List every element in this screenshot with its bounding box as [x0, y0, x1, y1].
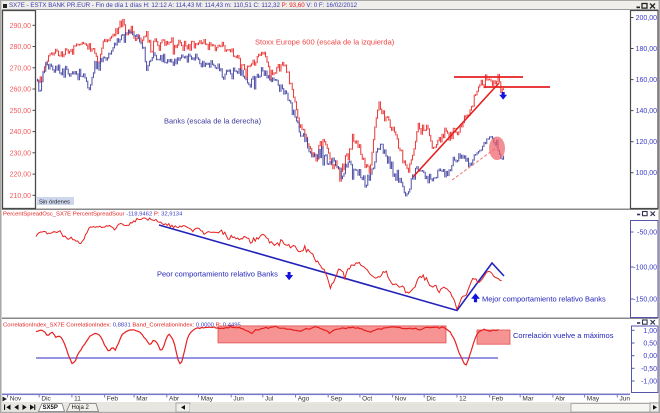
svg-text:Stoxx Europe 600 (escala de la: Stoxx Europe 600 (escala de la izquierda… — [255, 38, 395, 47]
svg-text:Mejor comportamiento relativo: Mejor comportamiento relativo Banks — [482, 295, 606, 304]
svg-text:Jun: Jun — [233, 396, 244, 403]
svg-text:240,00: 240,00 — [10, 129, 32, 136]
svg-text:-1,00: -1,00 — [641, 379, 657, 386]
svg-text:Ago: Ago — [298, 396, 310, 403]
svg-text:Oct: Oct — [362, 396, 372, 403]
svg-text:1,00: 1,00 — [643, 328, 657, 335]
svg-text:160,00: 160,00 — [636, 77, 658, 84]
svg-text:280,00: 280,00 — [10, 44, 32, 51]
svg-text:Abr: Abr — [169, 396, 180, 403]
svg-text:290,00: 290,00 — [10, 23, 32, 30]
svg-text:May: May — [201, 396, 214, 403]
svg-text:12: 12 — [459, 396, 467, 403]
svg-text:260,00: 260,00 — [10, 87, 32, 94]
svg-text:Nov: Nov — [395, 396, 407, 403]
svg-text:Banks (escala de la derecha): Banks (escala de la derecha) — [164, 117, 262, 126]
svg-text:Sin órdenes: Sin órdenes — [39, 199, 70, 205]
svg-text:Abr: Abr — [555, 396, 566, 403]
svg-text:220,00: 220,00 — [10, 172, 32, 179]
svg-text:0,50: 0,50 — [643, 341, 657, 348]
svg-text:0,00: 0,00 — [643, 353, 657, 360]
svg-text:Jul: Jul — [265, 396, 274, 403]
svg-text:140,00: 140,00 — [636, 108, 658, 115]
svg-text:11: 11 — [74, 396, 81, 403]
svg-text:Feb: Feb — [492, 396, 504, 403]
svg-text:Dic: Dic — [426, 396, 436, 403]
svg-text:Sep: Sep — [330, 396, 342, 403]
svg-text:250,00: 250,00 — [10, 108, 32, 115]
svg-text:210,00: 210,00 — [10, 193, 32, 200]
svg-text:Nov: Nov — [10, 396, 22, 403]
svg-text:100,00: 100,00 — [636, 170, 658, 177]
svg-text:270,00: 270,00 — [10, 65, 32, 72]
svg-text:PercentSpreadOsc_SX7E Percent: PercentSpreadOsc_SX7E PercentSpreadSour … — [3, 212, 183, 218]
svg-text:Correlación vuelve a máximos: Correlación vuelve a máximos — [513, 331, 614, 340]
svg-text:-50,00: -50,00 — [637, 230, 657, 237]
svg-text:Mar: Mar — [522, 396, 534, 403]
svg-text:Dic: Dic — [41, 396, 51, 403]
svg-text:Feb: Feb — [107, 396, 119, 403]
svg-text:230,00: 230,00 — [10, 150, 32, 157]
svg-text:Peor comportamiento relativo B: Peor comportamiento relativo Banks — [157, 270, 278, 279]
svg-text:-100,00: -100,00 — [633, 265, 657, 272]
svg-text:-150,00: -150,00 — [633, 297, 657, 304]
svg-text:200,00: 200,00 — [636, 15, 658, 22]
svg-text:180,00: 180,00 — [636, 46, 658, 53]
svg-text:-0,50: -0,50 — [641, 366, 657, 373]
svg-text:120,00: 120,00 — [636, 139, 658, 146]
svg-text:Mar: Mar — [136, 396, 148, 403]
svg-text:Jun: Jun — [620, 396, 631, 403]
svg-text:May: May — [587, 396, 600, 403]
